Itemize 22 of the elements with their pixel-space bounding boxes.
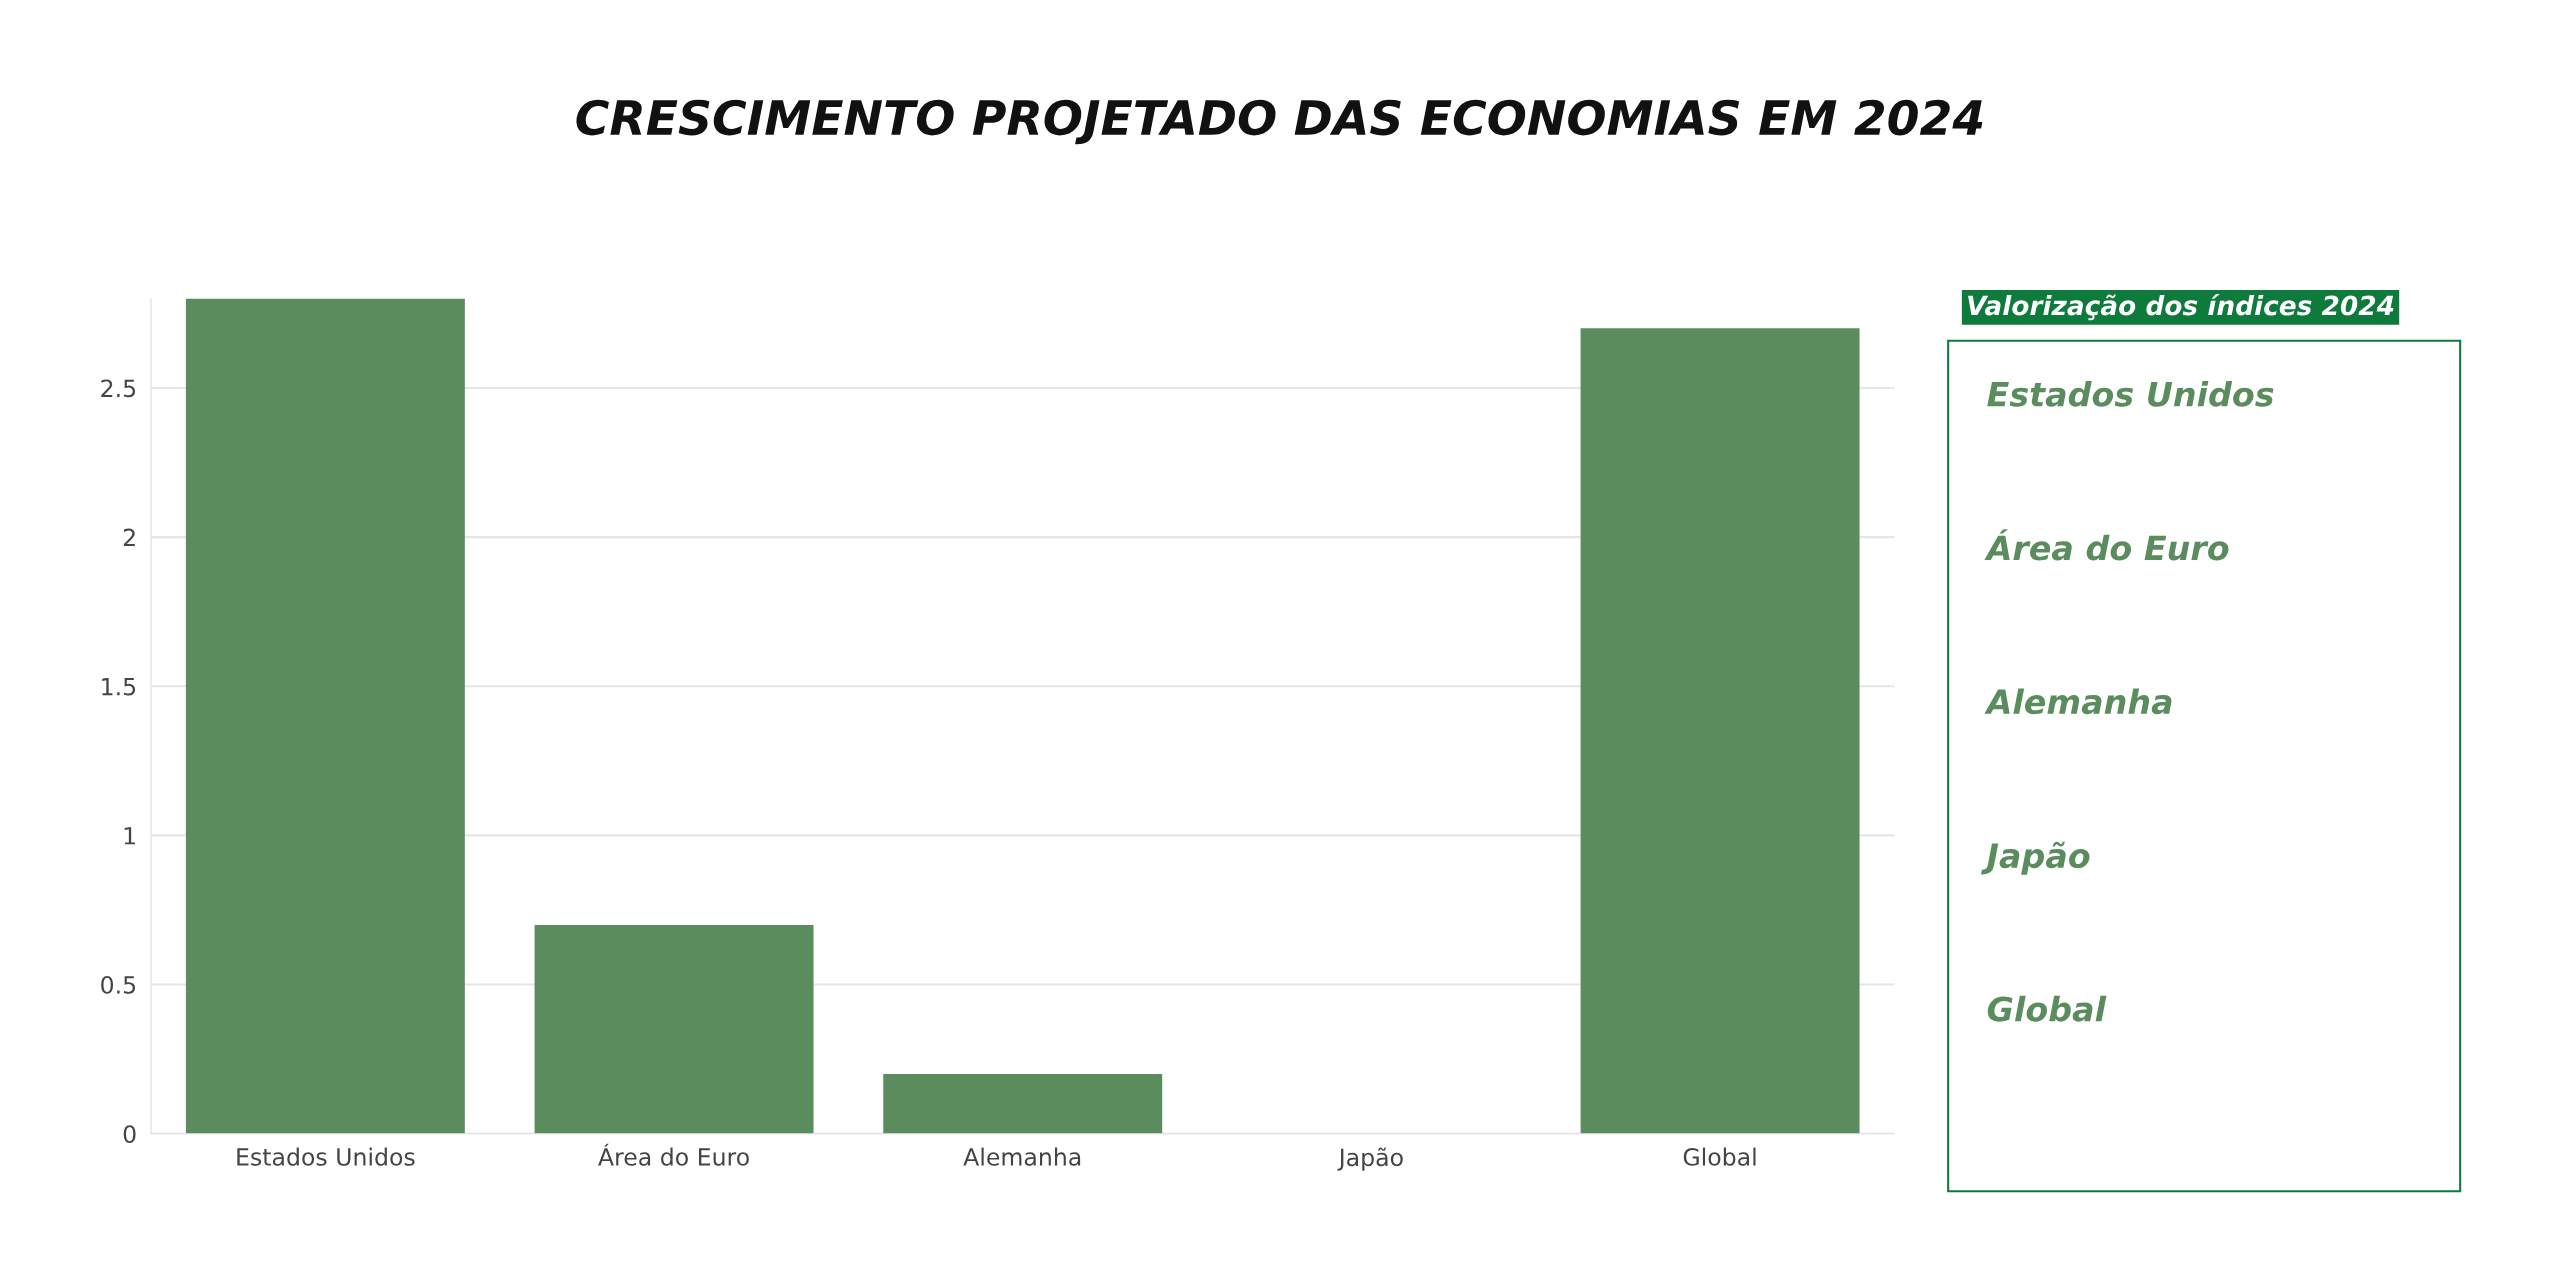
x-tick-label: Global: [1683, 1147, 1756, 1166]
bar: [1580, 328, 1860, 1134]
y-tick-label: 1.5: [102, 678, 136, 696]
bar: [534, 924, 814, 1134]
y-tick-label: 0.5: [101, 975, 136, 994]
bar: [883, 1074, 1163, 1134]
x-tick-label: Estados Unidos: [237, 1147, 415, 1166]
y-tick-label: 2: [123, 528, 135, 547]
y-tick-label: 0: [123, 1125, 136, 1143]
text: Valorização dos índices 2024: [1968, 293, 2394, 321]
text: Global: [1987, 995, 2107, 1022]
text: Alemanha: [1984, 688, 2172, 715]
text: Japão: [1981, 841, 2090, 875]
y-tick-label: 2.5: [101, 379, 136, 398]
text: Área do Euro: [1984, 529, 2229, 561]
bar: [185, 298, 465, 1134]
x-tick-label: Alemanha: [963, 1147, 1081, 1166]
x-tick-label: Japão: [1337, 1147, 1403, 1171]
x-tick-label: Área do Euro: [598, 1143, 749, 1166]
text: Estados Unidos: [1987, 380, 2274, 407]
y-tick-label: 1: [124, 827, 135, 845]
chart-title: CRESCIMENTO PROJETADO DAS ECONOMIAS EM 2024: [576, 99, 1983, 145]
